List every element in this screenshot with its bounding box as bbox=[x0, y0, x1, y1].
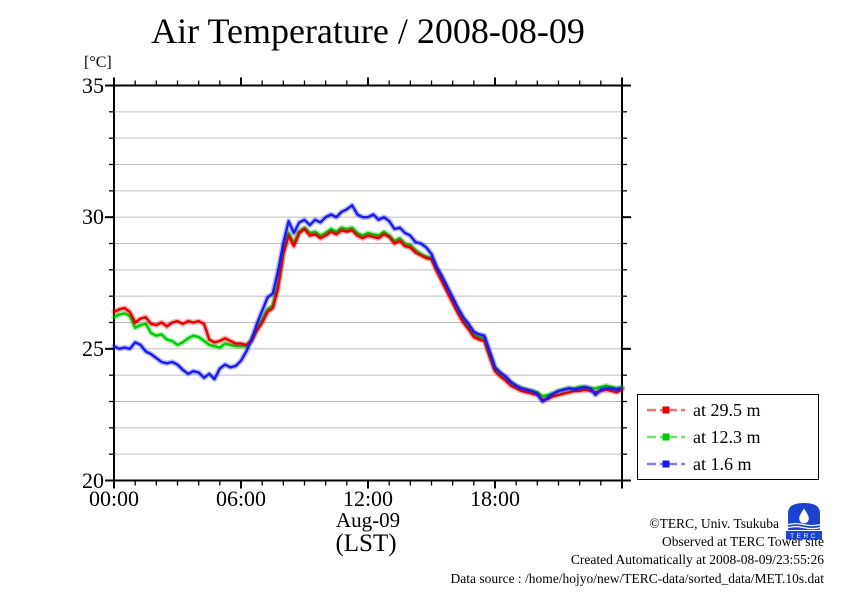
x-axis-date-label: Aug-09 bbox=[335, 508, 401, 532]
legend-label: at 29.5 m bbox=[693, 400, 761, 421]
y-axis-unit-label: [°C] bbox=[84, 54, 112, 71]
chart-title: Air Temperature / 2008-08-09 bbox=[151, 11, 585, 51]
legend-item-1: at 12.3 m bbox=[638, 427, 818, 447]
x-axis-timezone-label: (LST) bbox=[335, 530, 397, 557]
observed-site-text: Observed at TERC Tower site bbox=[661, 534, 824, 549]
legend-marker bbox=[662, 406, 670, 414]
data-source-path-text: Data source : /home/hojyo/new/TERC-data/… bbox=[450, 571, 824, 586]
logo-name-band bbox=[786, 531, 822, 540]
legend-item-0: at 29.5 m bbox=[638, 400, 818, 420]
y-tick-label: 25 bbox=[82, 335, 104, 361]
legend-line-sample-icon bbox=[647, 433, 685, 441]
legend-line-sample-icon bbox=[647, 406, 685, 414]
legend-marker bbox=[662, 433, 670, 441]
plot-border bbox=[113, 84, 623, 482]
legend-line-sample-icon bbox=[647, 460, 685, 468]
legend-label: at 12.3 m bbox=[693, 426, 761, 447]
y-tick-label: 35 bbox=[82, 72, 104, 98]
y-tick-label: 20 bbox=[82, 467, 104, 493]
legend-marker bbox=[662, 460, 670, 468]
x-tick-label: 06:00 bbox=[215, 486, 267, 511]
terc-logo-graphic: TERC bbox=[786, 503, 822, 540]
legend-item-2: at 1.6 m bbox=[638, 454, 818, 474]
logo-text: TERC bbox=[790, 533, 818, 540]
logo-water-drop-icon bbox=[799, 508, 809, 524]
x-tick-label: 18:00 bbox=[469, 486, 521, 511]
legend-box: at 29.5 m at 12.3 m at 1.6 m bbox=[637, 394, 819, 480]
y-tick-label: 30 bbox=[82, 204, 104, 230]
created-timestamp-text: Created Automatically at 2008-08-09/23:5… bbox=[570, 552, 824, 567]
copyright-text: ©TERC, Univ. Tsukuba bbox=[649, 516, 779, 531]
logo-wave-line bbox=[787, 525, 821, 530]
logo-wave-line bbox=[787, 522, 821, 527]
x-tick-label: 00:00 bbox=[88, 486, 140, 511]
x-tick-label: 12:00 bbox=[342, 486, 394, 511]
terc-logo: TERC bbox=[784, 500, 824, 540]
series-line-2 bbox=[113, 204, 623, 403]
legend-label: at 1.6 m bbox=[693, 453, 752, 474]
